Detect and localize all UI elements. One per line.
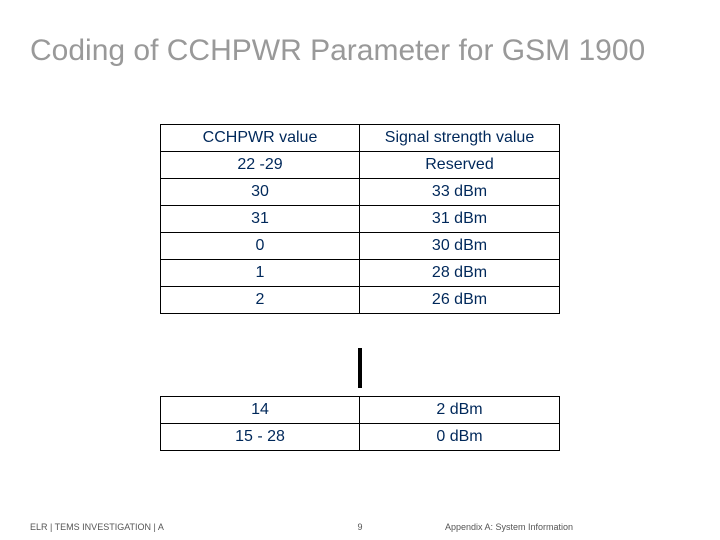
cell-signal: 33 dBm <box>360 179 559 205</box>
cell-cchpwr: 14 <box>161 397 360 423</box>
header-col2: Signal strength value <box>360 125 559 151</box>
cell-cchpwr: 31 <box>161 206 360 232</box>
cell-signal: Reserved <box>360 152 559 178</box>
cell-signal: 2 dBm <box>360 397 559 423</box>
cell-cchpwr: 0 <box>161 233 360 259</box>
cell-cchpwr: 2 <box>161 287 360 313</box>
continuation-mark-icon <box>358 348 362 388</box>
cell-cchpwr: 30 <box>161 179 360 205</box>
table-row: 30 33 dBm <box>161 178 559 205</box>
table-row: 2 26 dBm <box>161 286 559 314</box>
table-header-row: CCHPWR value Signal strength value <box>161 124 559 151</box>
table-row: 15 - 28 0 dBm <box>161 423 559 451</box>
table-row: 22 -29 Reserved <box>161 151 559 178</box>
footer-right-text: Appendix A: System Information <box>445 522 573 532</box>
cell-cchpwr: 1 <box>161 260 360 286</box>
footer-page-number: 9 <box>0 522 720 532</box>
cell-signal: 28 dBm <box>360 260 559 286</box>
cell-signal: 0 dBm <box>360 424 559 450</box>
table-row: 14 2 dBm <box>161 396 559 423</box>
cell-signal: 26 dBm <box>360 287 559 313</box>
table-row: 0 30 dBm <box>161 232 559 259</box>
table-row: 1 28 dBm <box>161 259 559 286</box>
table-row: 31 31 dBm <box>161 205 559 232</box>
cell-cchpwr: 22 -29 <box>161 152 360 178</box>
cell-signal: 31 dBm <box>360 206 559 232</box>
cell-cchpwr: 15 - 28 <box>161 424 360 450</box>
slide-title: Coding of CCHPWR Parameter for GSM 1900 <box>30 32 690 70</box>
cchpwr-table-bottom: 14 2 dBm 15 - 28 0 dBm <box>160 396 560 451</box>
header-col1: CCHPWR value <box>161 125 360 151</box>
cchpwr-table-top: CCHPWR value Signal strength value 22 -2… <box>160 124 560 314</box>
cell-signal: 30 dBm <box>360 233 559 259</box>
